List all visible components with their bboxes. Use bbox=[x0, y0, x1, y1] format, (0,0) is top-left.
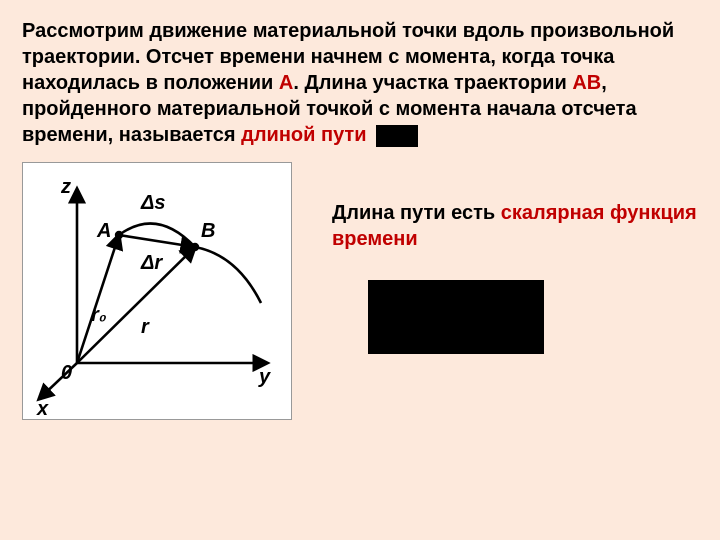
accent-AB: АВ bbox=[572, 72, 601, 94]
trajectory-tail bbox=[195, 247, 261, 303]
label-y: y bbox=[258, 366, 271, 388]
label-x: x bbox=[36, 398, 49, 419]
right-text: Длина пути есть скалярная функция времен… bbox=[332, 200, 698, 252]
label-B: B bbox=[201, 220, 215, 242]
arc-ds bbox=[119, 223, 195, 247]
right-column: Длина пути есть скалярная функция времен… bbox=[332, 162, 698, 354]
label-origin: 0 bbox=[61, 362, 72, 384]
point-B bbox=[191, 243, 199, 251]
coordinate-diagram: z y x 0 A B Δs Δr r₀ r bbox=[22, 162, 292, 420]
label-dr: Δr bbox=[140, 252, 163, 274]
label-z: z bbox=[60, 176, 71, 198]
label-ds: Δs bbox=[140, 192, 166, 214]
accent-term: длиной пути bbox=[241, 124, 366, 146]
point-A bbox=[115, 231, 123, 239]
label-A: A bbox=[96, 220, 111, 242]
formula-blackbox-1 bbox=[376, 125, 418, 147]
accent-A: А bbox=[279, 72, 293, 94]
formula-blackbox-2 bbox=[368, 280, 544, 354]
right-t1: Длина пути есть bbox=[332, 202, 501, 224]
main-paragraph: Рассмотрим движение материальной точки в… bbox=[22, 18, 698, 148]
label-r0: r₀ bbox=[91, 304, 107, 326]
para-t2: . Длина участка траектории bbox=[293, 72, 572, 94]
label-r: r bbox=[141, 316, 150, 338]
